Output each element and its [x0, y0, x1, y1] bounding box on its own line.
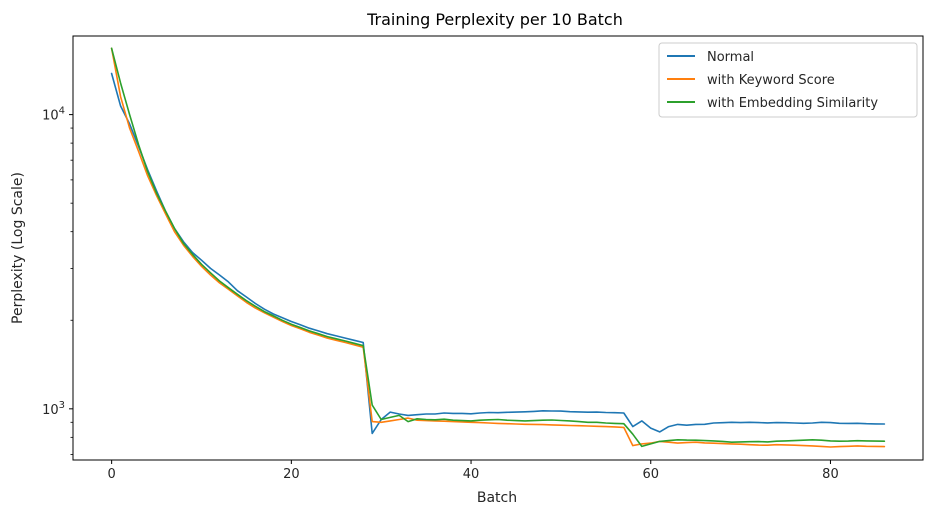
y-tick-label: 103 — [42, 400, 65, 418]
x-tick-label: 0 — [107, 467, 115, 482]
legend-box — [658, 42, 918, 118]
x-axis: 0 20 40 60 80 — [107, 460, 839, 482]
x-tick-label: 40 — [463, 467, 480, 482]
legend-label: Normal — [707, 50, 754, 65]
chart-title: Training Perplexity per 10 Batch — [366, 10, 623, 29]
legend-label: with Keyword Score — [707, 73, 835, 88]
series-line-1 — [110, 72, 886, 435]
legend: Normal with Keyword Score with Embedding S… — [658, 42, 918, 118]
y-axis-label: Perplexity (Log Scale) — [10, 172, 26, 324]
series-line-2 — [110, 47, 886, 448]
x-axis-label: Batch — [477, 490, 517, 506]
x-tick-label: 60 — [642, 467, 659, 482]
x-tick-label: 20 — [283, 467, 300, 482]
plot-frame — [72, 35, 924, 461]
legend-label: with Embedding Similarity — [707, 96, 878, 111]
series-line-3 — [110, 47, 886, 448]
y-axis: 103 104 — [42, 106, 73, 455]
series-layer — [110, 47, 886, 448]
x-tick-label: 80 — [822, 467, 839, 482]
y-tick-label: 104 — [42, 106, 65, 124]
